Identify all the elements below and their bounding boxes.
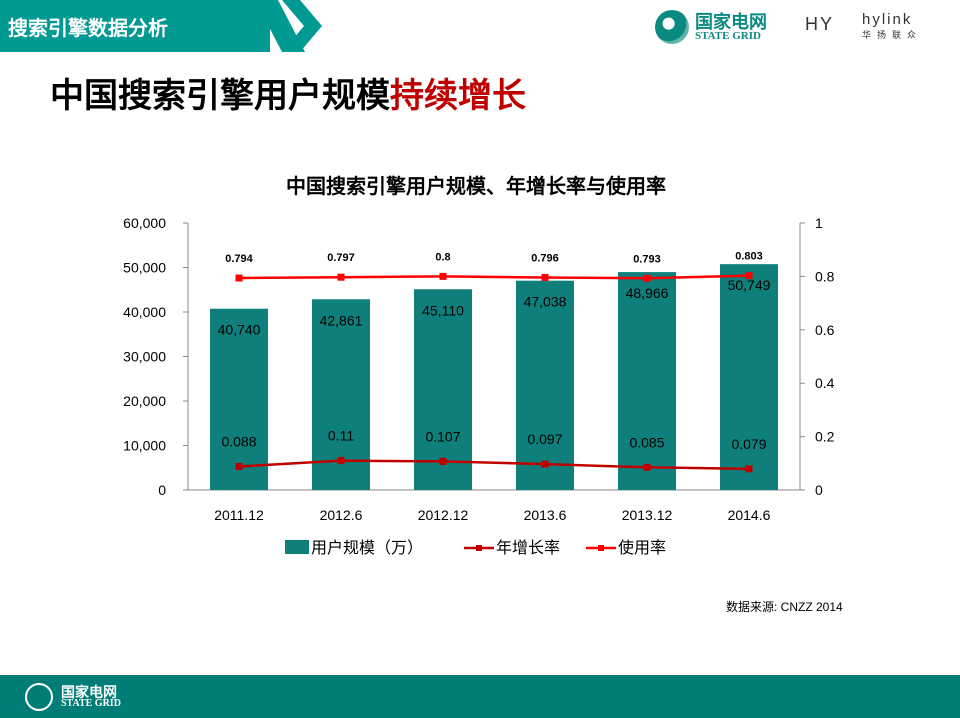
growth-label: 0.107 — [425, 428, 460, 444]
chart-title: 中国搜索引擎用户规模、年增长率与使用率 — [286, 174, 666, 198]
growth-line — [238, 459, 750, 471]
footer: 国家电网 STATE GRID — [0, 675, 960, 718]
bar-label: 50,749 — [728, 277, 771, 293]
left-tick-label: 30,000 — [123, 349, 166, 365]
bar — [210, 308, 268, 490]
growth-marker — [541, 460, 549, 468]
usage-marker — [235, 274, 243, 282]
right-tick-label: 0 — [815, 482, 823, 498]
x-tick-label: 2014.6 — [728, 507, 771, 523]
growth-label: 0.085 — [629, 434, 664, 450]
right-tick-label: 1 — [815, 215, 823, 231]
usage-marker — [745, 272, 753, 280]
x-tick-label: 2012.12 — [418, 507, 469, 523]
growth-marker — [235, 463, 243, 471]
left-tick-label: 0 — [158, 482, 166, 498]
growth-label: 0.079 — [731, 436, 766, 452]
x-tick-label: 2013.12 — [622, 507, 673, 523]
x-tick-label: 2013.6 — [524, 507, 567, 523]
hy-logo: HY — [805, 14, 835, 34]
hylink-text: hylink — [862, 11, 913, 28]
x-tick-label: 2011.12 — [214, 507, 264, 523]
usage-line — [238, 274, 750, 280]
usage-marker — [541, 273, 549, 281]
growth-marker — [643, 463, 651, 471]
bar-label: 47,038 — [524, 294, 567, 310]
left-tick-label: 10,000 — [123, 438, 166, 454]
right-tick-label: 0.8 — [815, 268, 835, 284]
left-tick-label: 50,000 — [123, 260, 166, 276]
state-grid-icon — [655, 10, 689, 44]
bar-label: 48,966 — [626, 285, 669, 301]
usage-label: 0.797 — [327, 252, 355, 264]
growth-marker — [745, 465, 753, 473]
usage-marker — [643, 274, 651, 282]
bar — [720, 264, 778, 490]
state-grid-logo: 国家电网 STATE GRID — [655, 10, 767, 44]
right-tick-label: 0.2 — [815, 429, 835, 445]
chart: 中国搜索引擎用户规模、年增长率与使用率 0 10,000 20,000 30,000 40… — [123, 174, 835, 557]
left-tick-label: 60,000 — [123, 215, 166, 231]
title-highlight: 持续增长 — [390, 77, 526, 115]
growth-marker — [439, 457, 447, 465]
right-tick-label: 0.6 — [815, 322, 835, 338]
legend-growth-label: 年增长率 — [496, 539, 560, 557]
footer-logo-cn: 国家电网 — [61, 684, 117, 700]
bar-label: 45,110 — [422, 302, 464, 318]
title-main: 中国搜索引擎用户规模 — [50, 77, 390, 115]
hylink-sub: 华扬联众 — [862, 30, 923, 40]
legend-growth-marker — [476, 545, 482, 551]
left-tick-label: 40,000 — [123, 304, 166, 320]
growth-label: 0.088 — [221, 434, 256, 450]
usage-label: 0.796 — [531, 252, 559, 264]
section-title: 搜索引擎数据分析 — [8, 18, 168, 40]
legend-usage-marker — [598, 545, 604, 551]
growth-label: 0.097 — [527, 431, 562, 447]
legend-usage-label: 使用率 — [618, 539, 666, 557]
bar-label: 42,861 — [320, 312, 363, 328]
legend-bar-swatch — [285, 540, 309, 554]
growth-label: 0.11 — [328, 428, 354, 444]
x-tick-label: 2012.6 — [320, 507, 363, 523]
right-tick-label: 0.4 — [815, 375, 835, 391]
logo-en: STATE GRID — [695, 29, 761, 42]
bar — [516, 280, 574, 490]
usage-label: 0.8 — [435, 251, 450, 263]
hylink-logo: hylink 华扬联众 — [862, 12, 922, 40]
state-grid-icon — [25, 683, 53, 711]
bar — [618, 272, 676, 490]
usage-marker — [337, 273, 345, 281]
left-tick-label: 20,000 — [123, 393, 166, 409]
footer-logo-en: STATE GRID — [61, 698, 121, 709]
bar-label: 40,740 — [218, 322, 261, 338]
bar — [414, 289, 472, 490]
usage-label: 0.793 — [633, 253, 661, 265]
chevron-decoration-icon — [255, 0, 322, 52]
section-banner: 搜索引擎数据分析 — [0, 0, 270, 52]
logo-cn: 国家电网 — [695, 11, 767, 32]
data-source: 数据来源: CNZZ 2014 — [726, 600, 843, 614]
growth-marker — [337, 457, 345, 465]
slide-title: 中国搜索引擎用户规模持续增长 — [50, 68, 526, 117]
legend-bar-label: 用户规模（万） — [311, 539, 423, 557]
usage-label: 0.794 — [225, 253, 253, 265]
usage-label: 0.803 — [735, 251, 763, 263]
usage-marker — [439, 272, 447, 280]
